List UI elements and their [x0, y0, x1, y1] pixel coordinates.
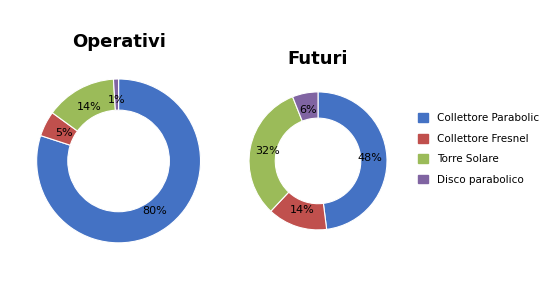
- Wedge shape: [40, 113, 78, 145]
- Wedge shape: [52, 79, 115, 131]
- Wedge shape: [293, 92, 318, 121]
- Text: 80%: 80%: [142, 206, 167, 216]
- Text: 48%: 48%: [357, 153, 382, 163]
- Text: 6%: 6%: [300, 105, 317, 115]
- Title: Futuri: Futuri: [288, 49, 348, 68]
- Text: 5%: 5%: [55, 128, 73, 138]
- Text: 32%: 32%: [255, 146, 280, 156]
- Wedge shape: [249, 97, 302, 211]
- Wedge shape: [113, 79, 119, 110]
- Text: 14%: 14%: [289, 205, 314, 215]
- Wedge shape: [37, 79, 201, 243]
- Text: 1%: 1%: [108, 94, 126, 105]
- Wedge shape: [318, 92, 387, 229]
- Text: 14%: 14%: [77, 102, 101, 112]
- Legend: Collettore Parabolico, Collettore Fresnel, Torre Solare, Disco parabolico: Collettore Parabolico, Collettore Fresne…: [415, 110, 539, 188]
- Title: Operativi: Operativi: [72, 33, 165, 51]
- Wedge shape: [271, 192, 327, 230]
